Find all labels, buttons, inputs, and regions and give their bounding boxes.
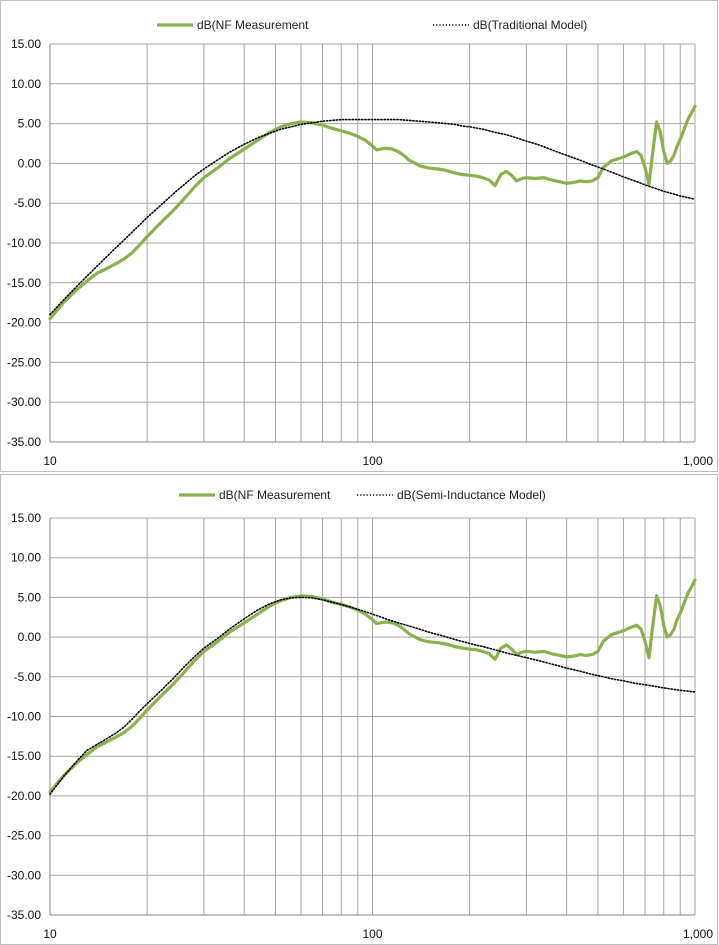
model-series-line: [49, 118, 696, 316]
x-tick-label: 10: [43, 927, 57, 941]
y-tick-label: -5.00: [14, 670, 42, 684]
y-tick-label: 15.00: [11, 511, 41, 525]
x-tick-label: 100: [362, 927, 382, 941]
legend-label: dB(Traditional Model): [473, 18, 587, 32]
x-tick-label: 100: [362, 454, 382, 468]
y-tick-label: -35.00: [7, 908, 41, 922]
y-tick-label: -35.00: [7, 435, 41, 449]
y-tick-label: 10.00: [11, 551, 41, 565]
chart-panel-semi-inductance: 15.00 10.00 5.00 0.00 -5.00 -10.00 -15.00 -20.0…: [0, 474, 718, 945]
y-tick-label: 10.00: [11, 77, 41, 91]
legend-label: dB(NF Measurement: [197, 18, 309, 32]
x-tick-label: 1,000: [683, 454, 713, 468]
measurement-series-line: [48, 578, 697, 794]
chart-semi-inductance-model: 15.00 10.00 5.00 0.00 -5.00 -10.00 -15.00 -20.0…: [7, 488, 713, 941]
chart-panel-traditional: 15.00 10.00 5.00 0.00 -5.00 -10.00 -15.00 -20.0…: [0, 0, 718, 472]
y-tick-label: -5.00: [14, 196, 42, 210]
y-tick-label: 5.00: [18, 590, 42, 604]
y-tick-label: -15.00: [7, 749, 41, 763]
y-tick-label: -30.00: [7, 868, 41, 882]
y-tick-label: 5.00: [18, 117, 42, 131]
y-tick-label: 0.00: [18, 156, 42, 170]
y-tick-label: 0.00: [18, 630, 42, 644]
y-tick-label: -25.00: [7, 355, 41, 369]
legend-label: dB(Semi-Inductance Model): [397, 488, 546, 502]
y-tick-label: 15.00: [11, 37, 41, 51]
legend-label: dB(NF Measurement: [219, 488, 331, 502]
x-tick-label: 1,000: [683, 927, 713, 941]
chart-traditional-model: 15.00 10.00 5.00 0.00 -5.00 -10.00 -15.00 -20.0…: [7, 18, 713, 468]
y-tick-label: -25.00: [7, 829, 41, 843]
y-tick-label: -20.00: [7, 316, 41, 330]
y-tick-label: -10.00: [7, 710, 41, 724]
y-tick-label: -20.00: [7, 789, 41, 803]
measurement-series-line: [48, 104, 697, 321]
y-tick-label: -10.00: [7, 236, 41, 250]
x-tick-label: 10: [43, 454, 57, 468]
y-tick-label: -15.00: [7, 276, 41, 290]
y-tick-label: -30.00: [7, 395, 41, 409]
model-series-line: [49, 596, 696, 796]
